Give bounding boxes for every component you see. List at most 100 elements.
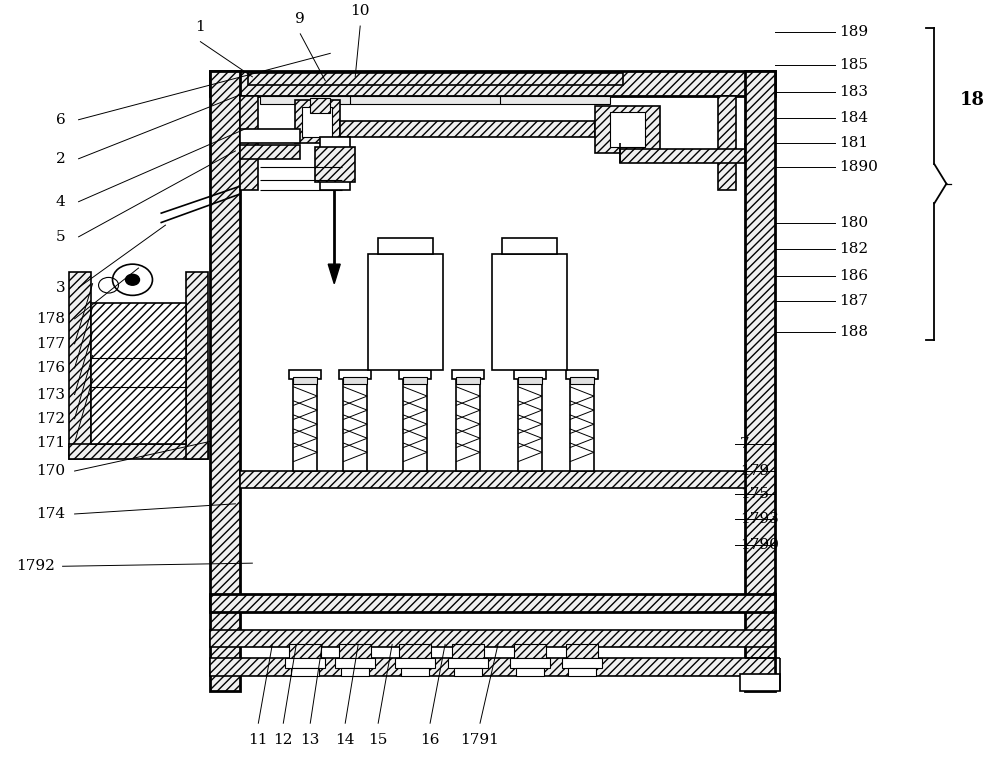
Bar xyxy=(514,644,546,659)
Circle shape xyxy=(126,274,140,285)
Bar xyxy=(293,379,317,471)
Text: 1890: 1890 xyxy=(840,160,878,173)
Text: 178: 178 xyxy=(36,312,65,326)
Bar xyxy=(570,379,594,471)
Text: 176: 176 xyxy=(36,361,65,375)
Bar xyxy=(566,369,598,379)
Text: 9: 9 xyxy=(295,12,305,26)
Text: 4: 4 xyxy=(56,194,65,209)
Bar xyxy=(210,71,775,96)
Bar xyxy=(291,668,319,676)
Text: 173: 173 xyxy=(36,387,65,401)
Bar xyxy=(368,254,443,369)
Bar xyxy=(510,659,550,668)
Text: 1792: 1792 xyxy=(16,559,55,573)
Bar xyxy=(514,369,546,379)
Bar xyxy=(315,147,355,182)
Bar xyxy=(293,377,317,383)
Bar xyxy=(403,379,427,471)
Bar xyxy=(91,303,186,444)
Text: 180: 180 xyxy=(840,216,869,230)
Bar xyxy=(448,659,488,668)
Bar xyxy=(610,112,645,147)
Text: 172: 172 xyxy=(36,412,65,426)
Text: 170: 170 xyxy=(36,464,65,478)
Bar xyxy=(310,98,330,114)
Text: 1791: 1791 xyxy=(461,732,499,746)
Bar xyxy=(302,107,332,137)
Text: 3: 3 xyxy=(56,281,65,295)
Bar xyxy=(595,106,660,153)
Bar xyxy=(240,145,300,158)
Bar xyxy=(570,377,594,383)
Text: 177: 177 xyxy=(36,337,65,350)
Bar xyxy=(240,471,745,488)
Text: 13: 13 xyxy=(301,732,320,746)
Bar xyxy=(492,254,567,369)
Text: 16: 16 xyxy=(420,732,440,746)
Bar xyxy=(69,272,91,459)
Bar xyxy=(343,379,367,471)
Text: 186: 186 xyxy=(840,269,869,283)
Bar xyxy=(341,668,369,676)
Bar xyxy=(401,668,429,676)
Bar xyxy=(335,659,375,668)
Bar xyxy=(456,377,480,383)
Text: 184: 184 xyxy=(840,111,869,125)
Bar xyxy=(562,659,602,668)
Bar xyxy=(320,137,350,190)
Text: 179: 179 xyxy=(740,464,769,478)
Text: 185: 185 xyxy=(840,58,869,72)
Text: 1790: 1790 xyxy=(740,538,779,552)
Bar xyxy=(210,594,775,612)
Bar xyxy=(740,674,780,691)
Polygon shape xyxy=(328,264,340,284)
Bar xyxy=(339,644,371,659)
Text: 1793: 1793 xyxy=(740,513,778,526)
Bar xyxy=(289,644,321,659)
Text: 14: 14 xyxy=(335,732,355,746)
Bar xyxy=(69,444,208,459)
Bar xyxy=(210,71,240,691)
Bar xyxy=(260,96,610,104)
Text: 2: 2 xyxy=(56,152,65,165)
Text: 175: 175 xyxy=(740,488,769,502)
Bar xyxy=(516,668,544,676)
Bar xyxy=(295,100,340,143)
Text: 171: 171 xyxy=(36,436,65,450)
Text: 11: 11 xyxy=(249,732,268,746)
Bar xyxy=(339,369,371,379)
Bar xyxy=(340,122,595,137)
Bar xyxy=(456,379,480,471)
Text: 15: 15 xyxy=(368,732,388,746)
Bar xyxy=(399,644,431,659)
Bar xyxy=(568,668,596,676)
Bar xyxy=(745,71,775,691)
Text: 6: 6 xyxy=(56,113,65,127)
Text: 7: 7 xyxy=(740,437,749,451)
Bar xyxy=(452,644,484,659)
Bar xyxy=(343,377,367,383)
Bar xyxy=(186,272,208,459)
Text: 181: 181 xyxy=(840,136,869,151)
Bar xyxy=(403,377,427,383)
Text: 188: 188 xyxy=(840,325,869,339)
Text: 1: 1 xyxy=(196,20,205,34)
Bar xyxy=(518,377,542,383)
Text: 189: 189 xyxy=(840,25,869,39)
Bar xyxy=(395,659,435,668)
Bar xyxy=(620,149,745,162)
Bar xyxy=(248,73,623,85)
Text: 10: 10 xyxy=(350,4,370,18)
Text: 183: 183 xyxy=(840,85,869,100)
Bar xyxy=(210,659,775,676)
Text: 187: 187 xyxy=(840,294,869,308)
Bar xyxy=(378,238,433,254)
Bar xyxy=(452,369,484,379)
Text: 182: 182 xyxy=(840,241,869,256)
Bar xyxy=(285,659,325,668)
Bar xyxy=(718,96,736,190)
Text: 18: 18 xyxy=(959,91,984,109)
Bar xyxy=(502,238,557,254)
Bar xyxy=(518,379,542,471)
